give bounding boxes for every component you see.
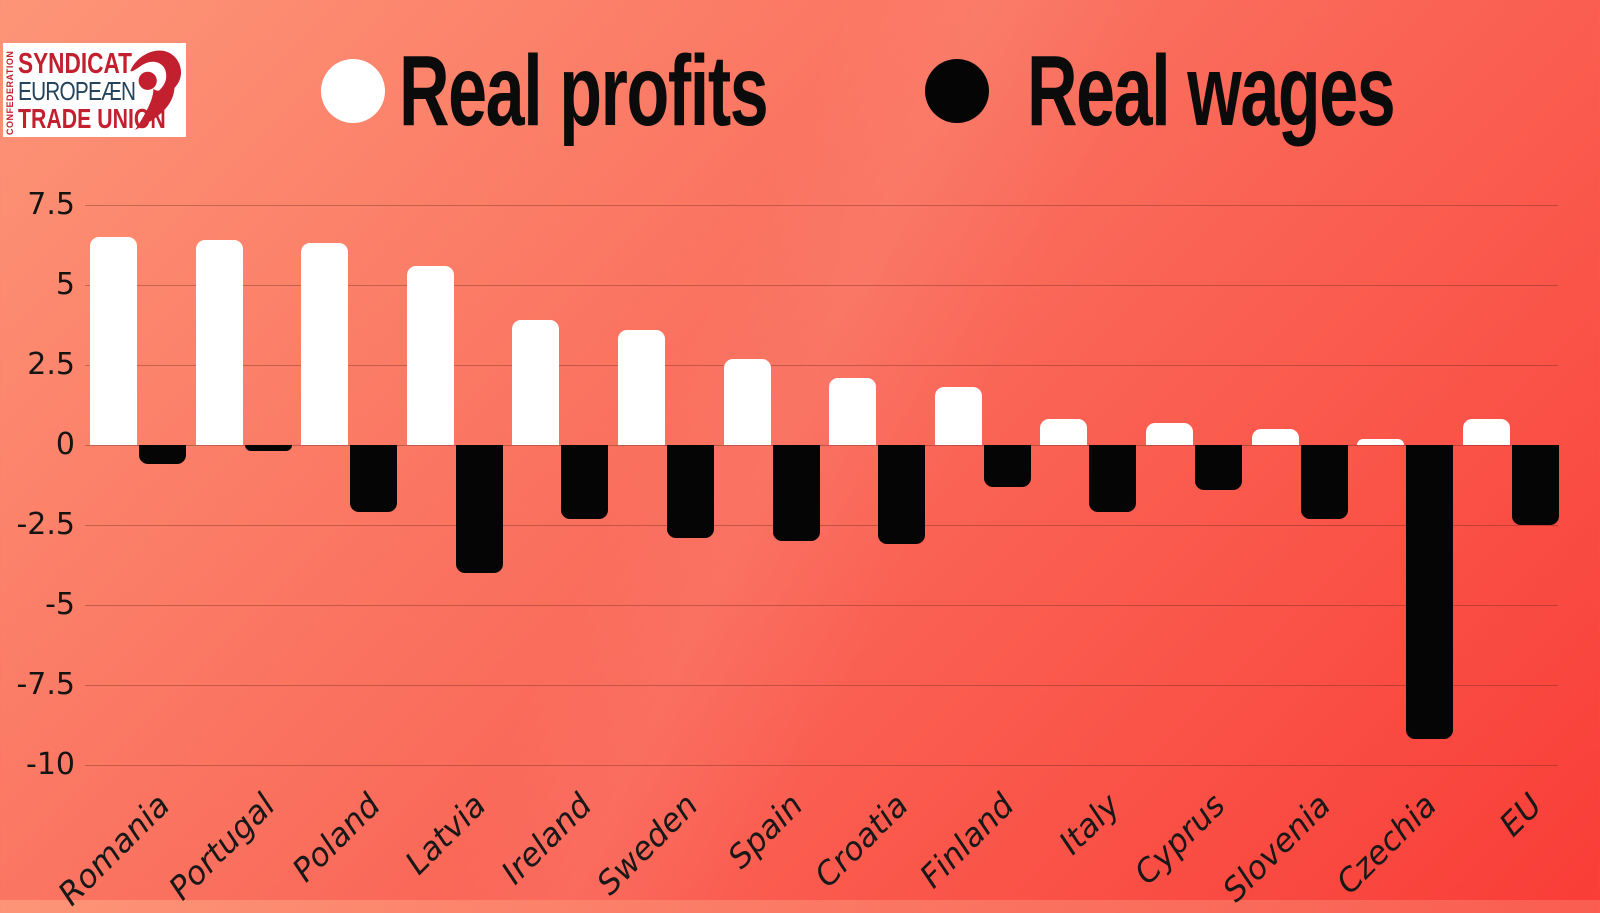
bar-wages-Romania [139,445,186,465]
gridline-5 [85,284,1558,286]
logo-line-european: EUROPEÆN [18,76,136,106]
bar-profits-Sweden [618,329,665,445]
legend-label-real-profits: Real profits [399,35,769,147]
bar-profits-Slovenia [1251,429,1299,445]
xlabel-Czechia: Czechia [1328,786,1445,902]
bar-profits-Latvia [406,265,454,445]
xlabel-Latvia: Latvia [397,786,494,882]
xlabel-Finland: Finland [912,786,1022,896]
bar-profits-EU [1462,419,1510,445]
ytick-label--5: -5 [45,587,75,622]
etuc-logo: CONFEDERATION SYNDICAT EUROPEÆN TRADE UN… [3,43,186,137]
bar-wages-Croatia [878,445,926,545]
xlabel-Spain: Spain [720,786,811,877]
ytick-label-5: 5 [55,267,75,302]
xlabel-Romania: Romania [50,786,177,913]
bar-profits-Croatia [829,377,877,445]
bar-profits-Ireland [512,320,560,445]
legend-dot-real-wages [925,59,989,123]
bar-wages-Cyprus [1195,445,1242,490]
logo-wordmark: SYNDICAT EUROPEÆN TRADE UNION [18,50,212,134]
gridline--7.5 [85,684,1558,686]
gridline-7.5 [85,204,1558,206]
etuc-figure-icon [130,50,182,130]
gridline-0 [85,444,1558,446]
ytick-label--7.5: -7.5 [16,667,75,702]
bar-wages-Spain [772,445,820,541]
xlabel-EU: EU [1491,786,1550,844]
bar-wages-EU [1511,445,1559,525]
bar-wages-Czechia [1406,445,1454,740]
xlabel-Sweden: Sweden [588,786,705,903]
xlabel-Slovenia: Slovenia [1215,786,1339,910]
xlabel-Italy: Italy [1051,786,1128,862]
logo-line-trade-union: TRADE UNION [18,103,166,134]
ytick-label-2.5: 2.5 [27,347,75,382]
gridline--2.5 [85,524,1558,526]
bar-wages-Ireland [561,445,609,519]
bar-wages-Portugal [244,445,292,452]
bar-wages-Italy [1089,445,1137,513]
bar-profits-Poland [301,243,349,445]
legend-label-real-wages: Real wages [1027,35,1396,147]
bar-profits-Finland [934,387,982,445]
logo-line-syndicat: SYNDICAT [18,48,132,80]
xlabel-Cyprus: Cyprus [1127,786,1233,892]
ytick-label-0: 0 [55,427,75,462]
xlabel-Croatia: Croatia [807,786,917,895]
ytick-label--2.5: -2.5 [16,507,75,542]
bar-wages-Finland [983,445,1031,487]
xlabel-Poland: Poland [284,786,389,890]
xlabel-Ireland: Ireland [493,786,600,892]
bar-profits-Czechia [1357,438,1405,445]
bar-wages-Latvia [455,445,503,573]
bar-profits-Portugal [195,240,243,445]
legend-dot-real-profits [321,59,385,123]
gridline--5 [85,604,1558,606]
gridline--10 [85,764,1558,766]
gridline-2.5 [85,364,1558,366]
bar-wages-Sweden [667,445,714,538]
bar-wages-Poland [350,445,398,513]
xlabel-Portugal: Portugal [161,786,283,908]
ytick-label--10: -10 [26,747,75,782]
bar-profits-Romania [90,237,137,445]
bar-profits-Cyprus [1146,422,1193,445]
bar-profits-Italy [1040,419,1088,445]
ytick-label-7.5: 7.5 [27,187,75,222]
bar-profits-Spain [723,358,771,445]
bar-wages-Slovenia [1300,445,1348,519]
